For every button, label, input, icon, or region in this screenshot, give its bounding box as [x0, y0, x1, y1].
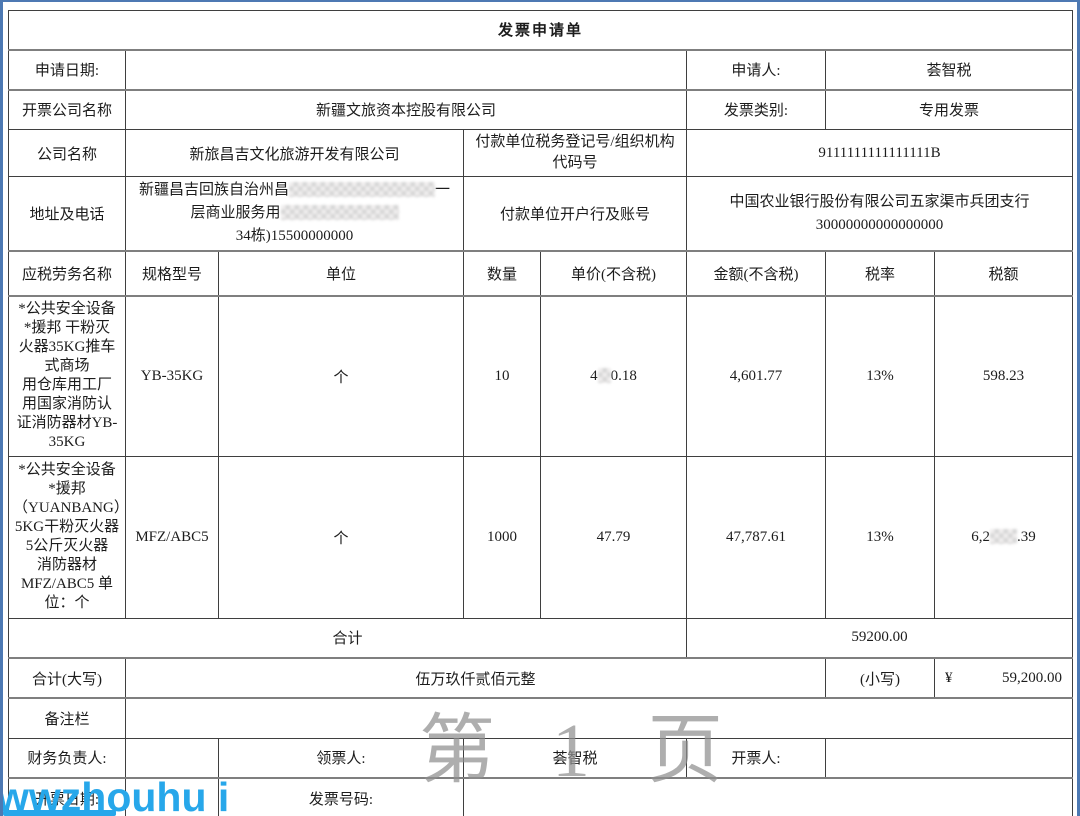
apply-date-row: 申请日期: 申请人: 荟智税 [8, 48, 1074, 90]
item1-price-prefix: 4 [590, 367, 598, 384]
items-header-row: 应税劳务名称 规格型号 单位 数量 单价(不含税) 金额(不含税) 税率 税额 [8, 250, 1074, 297]
col-header-tax-amount: 税额 [933, 250, 1074, 297]
item2-service-name: *公共安全设备 *援邦 （YUANBANG） 5KG干粉灭火器 5公斤灭火器 消… [8, 455, 126, 619]
total-label: 合计 [8, 617, 687, 659]
item1-service-name: *公共安全设备 *援邦 干粉灭 火器35KG推车 式商场 用仓库用工厂 用国家消… [8, 295, 126, 457]
issue-date-label: 开票日期: [8, 777, 126, 816]
address-line3-text: 34栋)15500000000 [235, 228, 354, 244]
redacted-blur [597, 367, 611, 383]
total-small-value: ¥ 59,200.00 [933, 657, 1074, 699]
item-row-2: *公共安全设备 *援邦 （YUANBANG） 5KG干粉灭火器 5公斤灭火器 消… [8, 455, 1074, 619]
item1-tax-amount: 598.23 [933, 295, 1074, 457]
col-header-qty: 数量 [463, 250, 541, 297]
item1-unit-price: 4 0.18 [540, 295, 687, 457]
item1-amount: 4,601.77 [686, 295, 826, 457]
redacted-blur [289, 182, 435, 197]
issuer-company-value: 新疆文旅资本控股有限公司 [125, 88, 687, 130]
item2-unit-price: 47.79 [540, 455, 687, 619]
bank-label: 付款单位开户行及账号 [463, 176, 687, 252]
item1-spec: YB-35KG [125, 295, 219, 457]
address-line1-suffix: 一 [435, 182, 451, 198]
bank-name: 中国农业银行股份有限公司五家渠市兵团支行 [729, 193, 1030, 210]
item2-qty: 1000 [463, 455, 541, 619]
total-small-label: (小写) [825, 657, 935, 699]
currency-symbol: ¥ [945, 669, 953, 686]
col-header-unit: 单位 [218, 250, 464, 297]
company-label: 公司名称 [8, 129, 126, 177]
total-words-row: 合计(大写) 伍万玖仟贰佰元整 (小写) ¥ 59,200.00 [8, 657, 1074, 699]
finance-label: 财务负责人: [8, 737, 126, 779]
address-bank-row: 地址及电话 新疆昌吉回族自治州昌 一 层商业服务用 34栋)15500000000… [8, 176, 1074, 252]
finance-value [125, 737, 219, 779]
remarks-row: 备注栏 [8, 697, 1074, 739]
total-cn-label: 合计(大写) [8, 657, 126, 699]
col-header-amount: 金额(不含税) [686, 250, 826, 297]
total-small-number: 59,200.00 [1002, 669, 1063, 686]
remarks-label: 备注栏 [8, 697, 126, 739]
item2-unit: 个 [218, 455, 464, 619]
invoice-application-table: 发票申请单 申请日期: 申请人: 荟智税 开票公司名称 新疆文旅资本控股有限公司… [7, 10, 1074, 816]
total-row: 合计 59200.00 [8, 617, 1074, 659]
applicant-label: 申请人: [686, 48, 826, 90]
item2-tax-amount: 6,2 .39 [933, 455, 1074, 619]
issuer-row: 开票公司名称 新疆文旅资本控股有限公司 发票类别: 专用发票 [8, 88, 1074, 130]
total-value: 59200.00 [685, 617, 1074, 659]
signatures-row: 财务负责人: 领票人: 荟智税 开票人: [8, 737, 1074, 779]
item1-tax-rate: 13% [825, 295, 935, 457]
invoice-no-label: 发票号码: [218, 777, 464, 816]
drawer-value [824, 737, 1074, 779]
taxreg-label: 付款单位税务登记号/组织机构代码号 [463, 129, 687, 177]
invoice-no-value [462, 777, 1074, 816]
item1-qty: 10 [463, 295, 541, 457]
bank-value: 中国农业银行股份有限公司五家渠市兵团支行 30000000000000000 [685, 176, 1074, 252]
item1-unit: 个 [218, 295, 464, 457]
issue-date-row: 开票日期: 发票号码: [8, 777, 1074, 816]
item2-tax-rate: 13% [825, 455, 935, 619]
item2-spec: MFZ/ABC5 [125, 455, 219, 619]
apply-date-label: 申请日期: [8, 48, 126, 90]
applicant-value: 荟智税 [824, 48, 1074, 90]
redacted-blur [280, 205, 399, 220]
title-row: 发票申请单 [7, 10, 1074, 50]
issuer-company-label: 开票公司名称 [8, 88, 126, 130]
receiver-label: 领票人: [218, 737, 464, 779]
col-header-tax-rate: 税率 [825, 250, 935, 297]
address-line1-text: 新疆昌吉回族自治州昌 [138, 182, 289, 198]
company-row: 公司名称 新旅昌吉文化旅游开发有限公司 付款单位税务登记号/组织机构代码号 91… [8, 129, 1074, 177]
total-cn-value: 伍万玖仟贰佰元整 [125, 657, 826, 699]
item2-tax-prefix: 6,2 [971, 528, 990, 545]
col-header-unit-price: 单价(不含税) [540, 250, 687, 297]
drawer-label: 开票人: [686, 737, 826, 779]
col-header-service-name: 应税劳务名称 [8, 250, 126, 297]
company-value: 新旅昌吉文化旅游开发有限公司 [125, 129, 464, 177]
redacted-blur [990, 528, 1017, 544]
receiver-value: 荟智税 [463, 737, 687, 779]
taxreg-value: 9111111111111111B [685, 129, 1074, 177]
address-value: 新疆昌吉回族自治州昌 一 层商业服务用 34栋)15500000000 [125, 176, 464, 252]
invoice-type-label: 发票类别: [686, 88, 826, 130]
address-label: 地址及电话 [8, 176, 126, 252]
issue-date-value [125, 777, 219, 816]
item1-price-suffix: 0.18 [610, 367, 637, 384]
item-row-1: *公共安全设备 *援邦 干粉灭 火器35KG推车 式商场 用仓库用工厂 用国家消… [8, 295, 1074, 457]
invoice-type-value: 专用发票 [824, 88, 1074, 130]
item2-amount: 47,787.61 [686, 455, 826, 619]
page-title: 发票申请单 [7, 10, 1074, 50]
remarks-value [124, 697, 1074, 739]
bank-account: 30000000000000000 [815, 216, 944, 233]
address-line2-text: 层商业服务用 [190, 205, 281, 221]
apply-date-value [125, 48, 687, 90]
col-header-spec: 规格型号 [125, 250, 219, 297]
item2-tax-suffix: .39 [1017, 528, 1036, 545]
